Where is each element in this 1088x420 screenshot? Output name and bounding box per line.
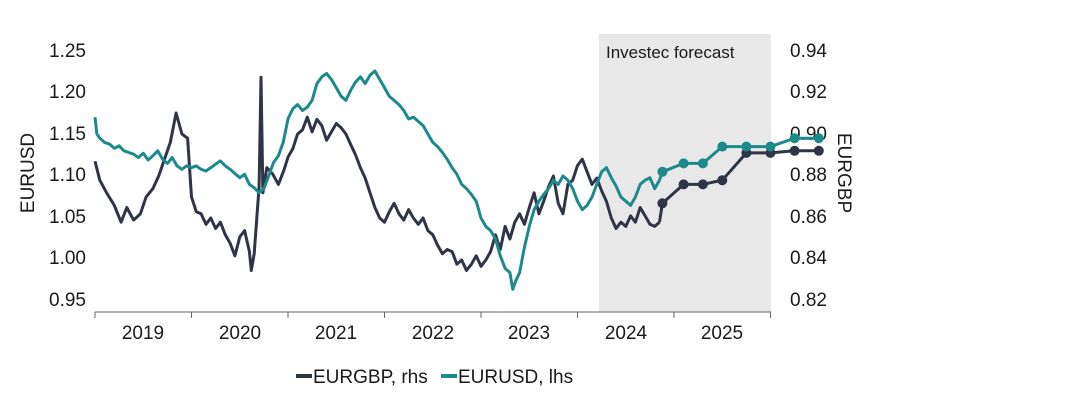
series-layer: [93, 69, 824, 291]
forecast-point-eurusd: [657, 166, 668, 177]
forecast-point-eurusd: [813, 133, 824, 144]
x-axis-ticks: [94, 312, 771, 318]
x-tick-label: 2021: [315, 323, 357, 344]
forecast-point-eurgbp: [697, 179, 708, 190]
right-tick-label: 0.82: [790, 290, 827, 311]
left-tick-label: 1.20: [49, 82, 86, 103]
left-tick-label: 0.95: [49, 290, 86, 311]
forecast-point-eurgbp: [678, 179, 689, 190]
left-tick-label: 1.05: [49, 207, 86, 228]
forecast-point-eurusd: [741, 141, 752, 152]
forecast-region: [599, 34, 771, 312]
left-tick-label: 1.00: [49, 248, 86, 269]
forecast-point-eurgbp: [789, 145, 800, 156]
right-tick-label: 0.92: [790, 82, 827, 103]
forecast-point-eurusd: [678, 158, 689, 169]
legend-label-eurgbp: EURGBP, rhs: [313, 367, 428, 388]
left-axis-ticks: 0.95 1.00 1.05 1.10 1.15 1.20 1.25: [49, 41, 86, 311]
right-axis-ticks: 0.82 0.84 0.86 0.88 0.90 0.92 0.94: [790, 41, 827, 311]
right-tick-label: 0.84: [790, 248, 827, 269]
x-tick-label: 2019: [122, 323, 164, 344]
series-line-eurusd: [93, 69, 661, 291]
forecast-point-eurgbp: [717, 175, 728, 186]
forecast-point-eurusd: [789, 133, 800, 144]
right-tick-label: 0.86: [790, 207, 827, 228]
right-tick-label: 0.94: [790, 41, 827, 62]
forecast-point-eurusd: [765, 141, 776, 152]
x-axis-labels: 2019 2020 2021 2022 2023 2024 2025: [122, 323, 743, 344]
forecast-point-eurusd: [717, 141, 728, 152]
series-line-eurgbp: [93, 75, 661, 272]
x-tick-label: 2024: [605, 323, 648, 344]
forecast-label: Investec forecast: [606, 43, 735, 62]
forecast-point-eurgbp: [657, 198, 668, 209]
forecast-point-eurgbp: [813, 145, 824, 156]
forecast-point-eurusd: [697, 158, 708, 169]
right-tick-label: 0.88: [790, 165, 827, 186]
x-tick-label: 2020: [219, 323, 261, 344]
x-tick-label: 2025: [701, 323, 743, 344]
x-tick-label: 2022: [412, 323, 454, 344]
left-axis-title: EURUSD: [18, 133, 39, 213]
legend: EURGBP, rhs EURUSD, lhs: [296, 367, 573, 388]
left-tick-label: 1.15: [49, 124, 86, 145]
legend-label-eurusd: EURUSD, lhs: [458, 367, 573, 388]
left-tick-label: 1.10: [49, 165, 86, 186]
right-axis-title: EURGBP: [833, 133, 854, 213]
left-tick-label: 1.25: [49, 41, 86, 62]
x-tick-label: 2023: [508, 323, 550, 344]
